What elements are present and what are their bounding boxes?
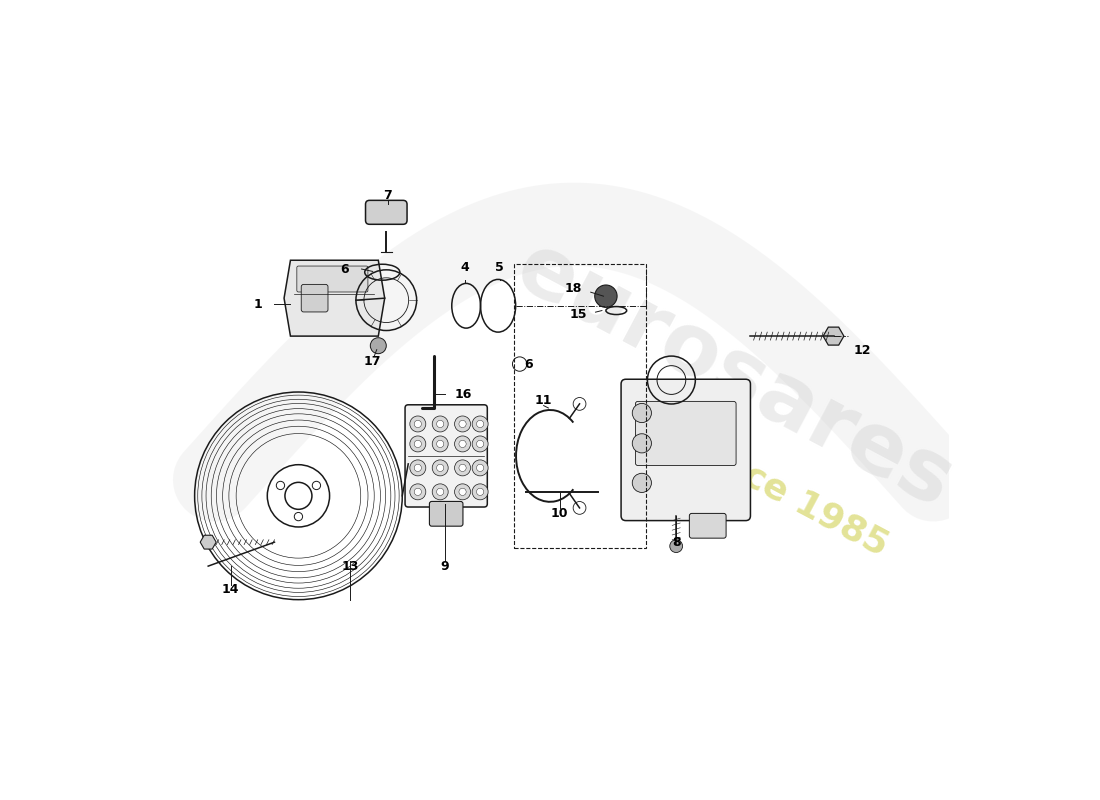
Circle shape (415, 488, 421, 495)
FancyBboxPatch shape (405, 405, 487, 507)
Circle shape (410, 484, 426, 500)
Circle shape (415, 420, 421, 427)
Circle shape (437, 440, 443, 447)
Text: 5: 5 (495, 261, 504, 274)
Text: 1: 1 (254, 298, 263, 310)
Circle shape (476, 420, 484, 427)
Circle shape (285, 482, 312, 510)
FancyBboxPatch shape (301, 285, 328, 312)
Circle shape (432, 436, 448, 452)
Text: 6: 6 (340, 262, 349, 275)
Circle shape (432, 416, 448, 432)
FancyBboxPatch shape (636, 402, 736, 466)
Circle shape (432, 460, 448, 476)
Text: 14: 14 (222, 582, 240, 596)
Text: 13: 13 (342, 560, 359, 573)
Text: 7: 7 (384, 189, 393, 202)
Text: 16: 16 (454, 388, 472, 401)
Circle shape (573, 398, 586, 410)
Circle shape (472, 460, 488, 476)
Text: 9: 9 (440, 560, 449, 573)
Circle shape (459, 420, 466, 427)
Bar (514, 264, 646, 548)
Circle shape (472, 484, 488, 500)
Text: 12: 12 (854, 344, 871, 357)
Circle shape (459, 488, 466, 495)
Circle shape (432, 484, 448, 500)
Text: 10: 10 (551, 507, 569, 520)
Text: 18: 18 (564, 282, 582, 294)
Circle shape (472, 416, 488, 432)
Circle shape (472, 436, 488, 452)
Circle shape (371, 338, 386, 354)
Circle shape (295, 513, 302, 521)
Circle shape (459, 440, 466, 447)
Circle shape (454, 416, 471, 432)
FancyBboxPatch shape (690, 514, 726, 538)
Polygon shape (200, 535, 217, 549)
Circle shape (276, 482, 285, 490)
Text: 4: 4 (460, 261, 469, 274)
Circle shape (454, 484, 471, 500)
Circle shape (476, 488, 484, 495)
Circle shape (573, 502, 586, 514)
Text: eurosares: eurosares (500, 226, 967, 526)
FancyBboxPatch shape (621, 379, 750, 521)
Text: 17: 17 (364, 355, 382, 368)
Circle shape (632, 403, 651, 422)
Circle shape (410, 460, 426, 476)
Circle shape (476, 440, 484, 447)
Circle shape (459, 464, 466, 471)
Circle shape (454, 460, 471, 476)
Circle shape (415, 464, 421, 471)
FancyBboxPatch shape (297, 266, 367, 292)
Circle shape (476, 464, 484, 471)
Circle shape (410, 436, 426, 452)
Text: 6: 6 (525, 358, 533, 370)
Text: since 1985: since 1985 (685, 430, 894, 562)
Polygon shape (284, 260, 385, 336)
Text: 15: 15 (569, 308, 586, 321)
Circle shape (632, 474, 651, 493)
Text: 8: 8 (672, 536, 681, 549)
Polygon shape (823, 327, 844, 345)
Circle shape (312, 482, 320, 490)
Text: 11: 11 (535, 394, 552, 406)
Circle shape (437, 420, 443, 427)
FancyBboxPatch shape (429, 502, 463, 526)
FancyBboxPatch shape (365, 200, 407, 224)
Circle shape (415, 440, 421, 447)
Circle shape (454, 436, 471, 452)
Circle shape (595, 285, 617, 307)
Circle shape (437, 488, 443, 495)
Circle shape (632, 434, 651, 453)
Circle shape (670, 540, 683, 553)
Circle shape (437, 464, 443, 471)
Circle shape (410, 416, 426, 432)
